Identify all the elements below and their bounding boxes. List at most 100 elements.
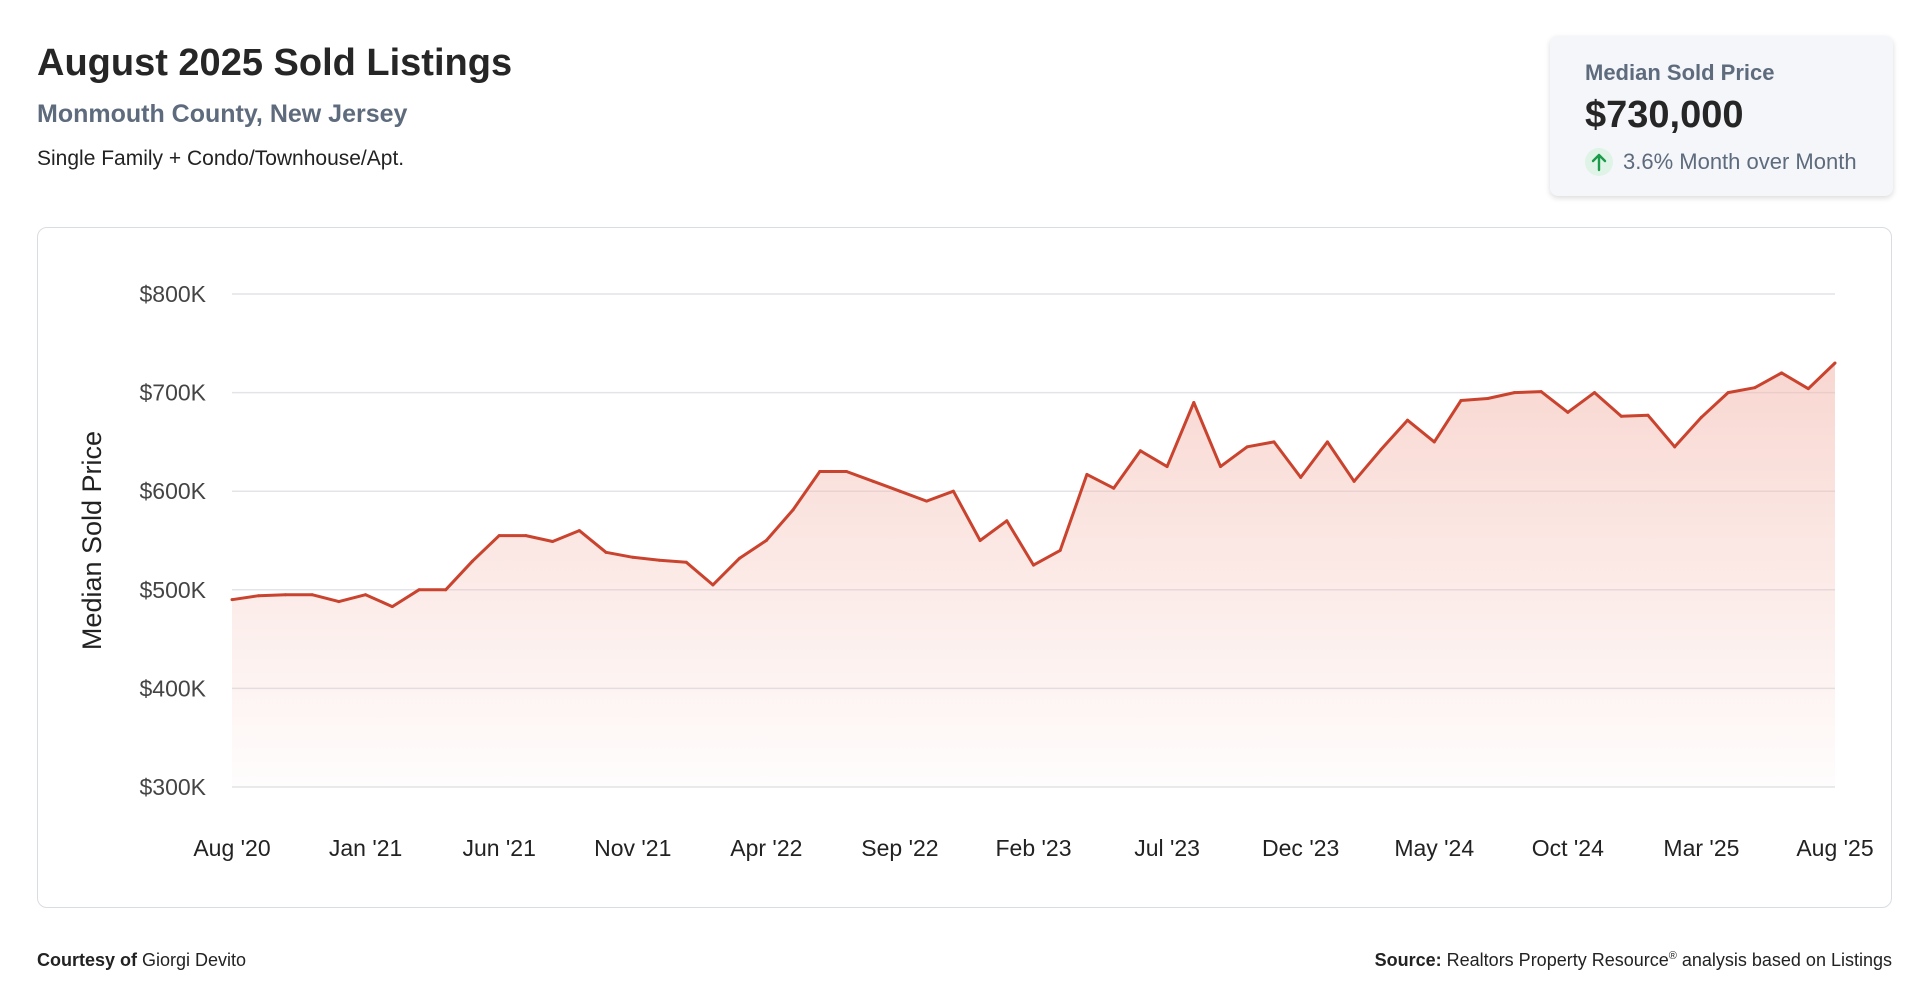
x-tick-label: Apr '22 — [730, 835, 802, 861]
data-point — [283, 593, 287, 597]
data-point — [1566, 410, 1570, 414]
data-point — [1032, 563, 1035, 567]
area-fill — [232, 363, 1835, 787]
data-point — [898, 489, 902, 493]
x-tick-label: Aug '25 — [1796, 835, 1873, 861]
y-tick-label: $600K — [139, 478, 206, 504]
data-point — [390, 605, 394, 609]
x-tick-label: Feb '23 — [996, 835, 1072, 861]
data-point — [1379, 448, 1383, 452]
y-tick-label: $500K — [139, 577, 206, 603]
data-point — [1085, 472, 1089, 476]
x-axis-ticks: Aug '20 Jan '21 Jun '21 Nov '21 Apr '22 Sep '… — [193, 835, 1873, 861]
x-tick-label: Sep '22 — [861, 835, 938, 861]
data-point — [1539, 390, 1543, 394]
data-point — [1753, 386, 1757, 390]
data-point — [1699, 415, 1703, 419]
data-point — [738, 556, 742, 560]
data-point — [230, 598, 234, 602]
chart-frame: $300K $400K $500K $600K $700K $800K Aug '20 Ja… — [37, 227, 1892, 908]
x-tick-label: Nov '21 — [594, 835, 671, 861]
data-point — [1165, 465, 1169, 469]
data-point — [1726, 391, 1730, 395]
y-tick-label: $800K — [139, 281, 206, 307]
data-point — [925, 499, 929, 503]
data-point — [1593, 391, 1597, 395]
data-point — [1058, 548, 1062, 552]
data-point — [417, 588, 421, 592]
data-point — [1646, 413, 1650, 417]
data-point — [1112, 486, 1116, 490]
data-point — [497, 534, 501, 538]
registered-mark: ® — [1668, 950, 1677, 962]
data-point — [577, 529, 581, 533]
data-point — [257, 594, 261, 598]
median-price-chart: $300K $400K $500K $600K $700K $800K Aug '20 Ja… — [77, 281, 1874, 861]
data-point — [1486, 397, 1490, 401]
source-text-a: Realtors Property Resource — [1446, 950, 1669, 970]
data-point — [764, 539, 768, 542]
data-point — [631, 555, 635, 559]
courtesy-line: Courtesy of Giorgi Devito — [37, 950, 246, 971]
y-axis-ticks: $300K $400K $500K $600K $700K $800K — [139, 281, 206, 800]
data-point — [1299, 475, 1303, 479]
card-change: 3.6% Month over Month — [1585, 148, 1857, 176]
courtesy-label: Courtesy of — [37, 950, 138, 970]
data-point — [604, 550, 608, 554]
y-tick-label: $300K — [139, 774, 206, 800]
data-point — [1673, 445, 1677, 449]
data-point — [524, 534, 528, 538]
data-point — [1459, 398, 1463, 402]
x-tick-label: Mar '25 — [1663, 835, 1739, 861]
data-point — [470, 559, 474, 563]
source-line: Source: Realtors Property Resource® anal… — [1375, 950, 1892, 971]
data-point — [871, 479, 875, 483]
y-tick-label: $400K — [139, 675, 206, 701]
data-point — [1619, 414, 1623, 418]
y-axis-label: Median Sold Price — [77, 431, 107, 650]
data-point — [1432, 440, 1436, 444]
data-point — [1245, 445, 1249, 449]
data-point — [1272, 440, 1276, 444]
data-point — [1352, 479, 1356, 483]
x-tick-label: May '24 — [1394, 835, 1474, 861]
data-points — [230, 361, 1837, 609]
x-tick-label: Jul '23 — [1134, 835, 1200, 861]
data-point — [978, 539, 982, 542]
data-point — [551, 539, 555, 543]
x-tick-label: Jan '21 — [329, 835, 402, 861]
data-point — [844, 469, 848, 473]
source-label: Source: — [1374, 950, 1442, 970]
y-tick-label: $700K — [139, 380, 206, 406]
data-point — [337, 600, 341, 604]
change-text: 3.6% Month over Month — [1623, 149, 1857, 174]
data-point — [1406, 418, 1410, 422]
card-value: $730,000 — [1585, 94, 1744, 136]
data-point — [1833, 361, 1837, 365]
x-tick-label: Jun '21 — [462, 835, 535, 861]
data-point — [364, 593, 368, 597]
data-point — [791, 508, 795, 512]
source-text-b: analysis based on Listings — [1676, 950, 1892, 970]
data-point — [444, 588, 448, 592]
data-point — [818, 469, 822, 473]
data-point — [310, 593, 314, 597]
median-price-card: Median Sold Price $730,000 3.6% Month ov… — [1550, 36, 1893, 196]
data-point — [1138, 449, 1142, 453]
data-point — [657, 558, 661, 562]
x-tick-label: Oct '24 — [1532, 835, 1604, 861]
data-point — [1219, 465, 1223, 469]
x-tick-label: Dec '23 — [1262, 835, 1339, 861]
data-point — [1780, 371, 1784, 375]
location-subtitle: Monmouth County, New Jersey — [37, 100, 408, 128]
data-point — [1005, 519, 1009, 523]
data-point — [1512, 391, 1516, 395]
property-type-description: Single Family + Condo/Townhouse/Apt. — [37, 147, 405, 170]
page-title: August 2025 Sold Listings — [37, 42, 513, 84]
arrow-up-icon — [1585, 148, 1613, 176]
data-point — [1325, 440, 1329, 444]
card-label: Median Sold Price — [1585, 60, 1775, 85]
data-point — [951, 489, 955, 493]
data-point — [1806, 387, 1810, 391]
courtesy-name: Giorgi Devito — [142, 950, 247, 970]
